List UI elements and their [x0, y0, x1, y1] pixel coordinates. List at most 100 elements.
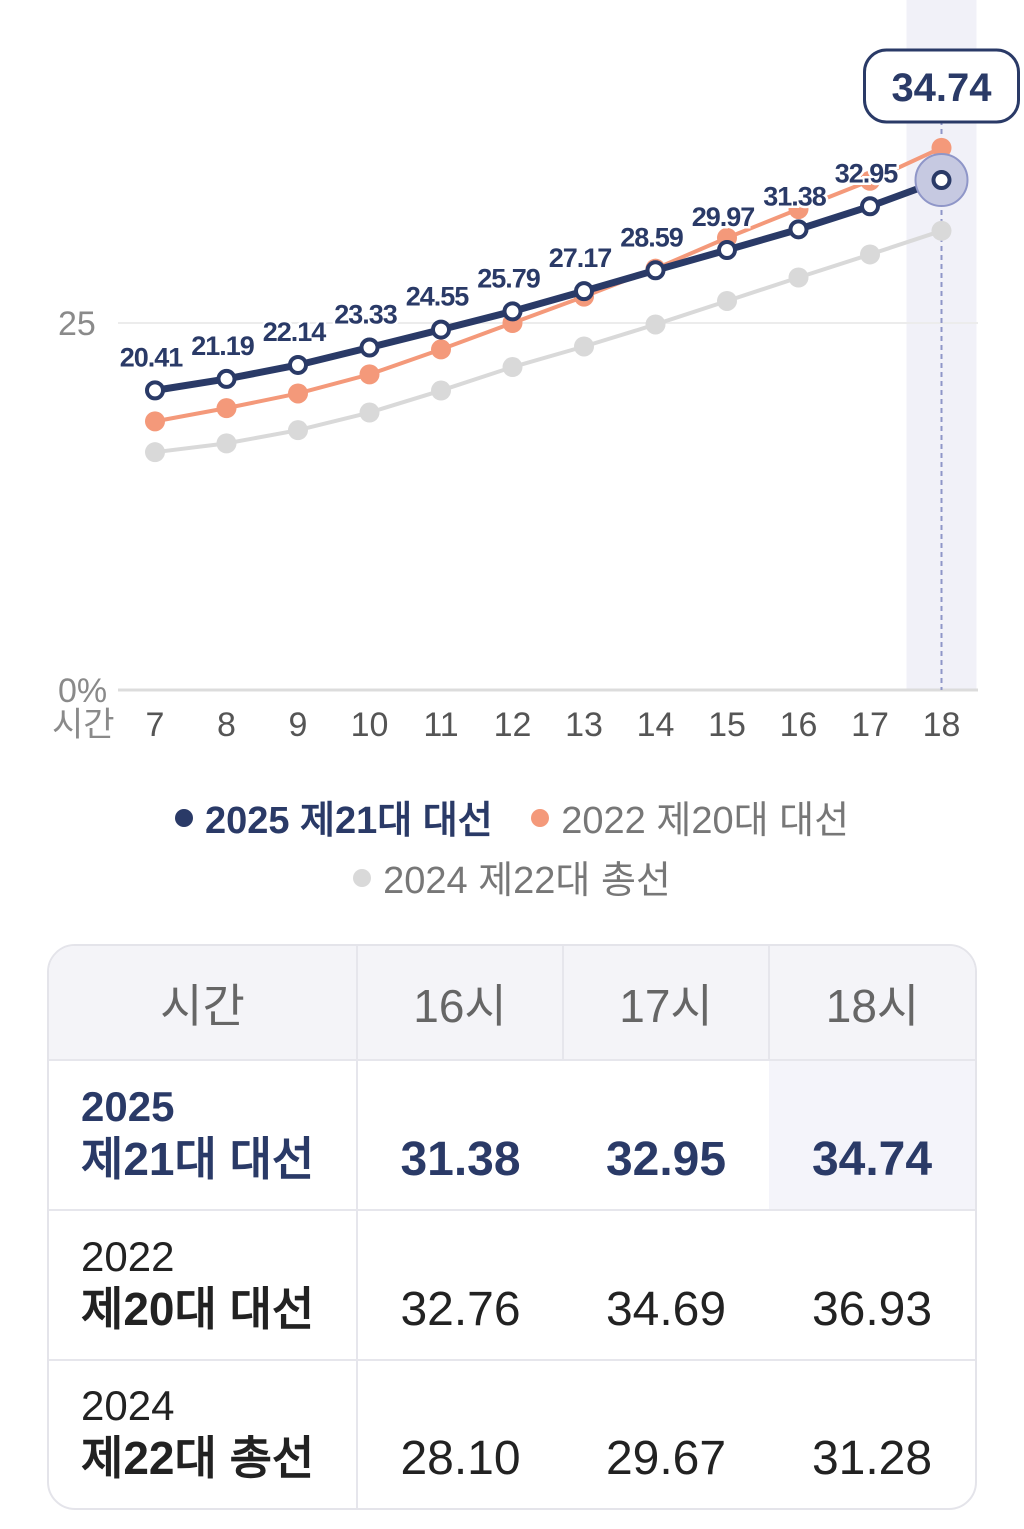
data-label: 27.17 — [549, 243, 612, 273]
row-year: 2022 — [81, 1232, 175, 1280]
data-point — [717, 290, 737, 311]
data-label: 25.79 — [477, 263, 541, 293]
data-point — [788, 199, 809, 220]
legend-dot-2025 — [174, 808, 193, 827]
data-point — [145, 442, 165, 463]
table-header-row: 시간 16시 17시 18시 — [49, 946, 975, 1061]
cell-value: 32.95 — [563, 1060, 769, 1211]
x-tick-label: 7 — [146, 706, 165, 744]
data-point — [574, 336, 594, 357]
data-point — [645, 260, 666, 281]
data-label: 29.97 — [692, 202, 755, 232]
data-label: 22.14 — [263, 317, 327, 347]
data-point — [216, 368, 237, 389]
x-axis-title: 시간 — [52, 706, 115, 744]
data-point — [288, 420, 308, 441]
legend-label-2022: 2022 제20대 대선 — [561, 799, 850, 842]
data-point — [288, 383, 308, 404]
cell-value-highlight: 34.74 — [769, 1060, 975, 1211]
x-tick-label: 12 — [494, 706, 532, 744]
data-point — [502, 301, 523, 322]
x-tick-label: 11 — [423, 706, 458, 744]
data-point — [788, 267, 809, 288]
data-point — [216, 398, 237, 419]
data-point — [359, 364, 380, 385]
cell-value: 32.76 — [357, 1209, 563, 1361]
cell-value: 28.10 — [400, 1432, 521, 1485]
legend-label-2024: 2024 제22대 총선 — [383, 859, 671, 902]
row-year: 2024 — [81, 1382, 175, 1430]
table-row: 2025 제21대 대선 31.38 32.95 34.74 — [49, 1060, 975, 1211]
cell-value: 29.67 — [605, 1432, 727, 1485]
data-point — [359, 402, 380, 423]
data-label: 23.33 — [334, 300, 398, 330]
data-point — [359, 337, 380, 358]
data-point — [860, 196, 880, 217]
x-tick-label: 14 — [637, 706, 675, 744]
data-point — [860, 170, 880, 191]
row-year: 2025 — [81, 1082, 175, 1130]
data-point — [216, 433, 237, 454]
data-point — [788, 219, 809, 240]
data-point — [145, 380, 165, 401]
x-tick-label: 9 — [289, 706, 308, 744]
x-tick-label: 15 — [708, 706, 746, 744]
x-tick-label: 10 — [351, 706, 389, 744]
row-label: 2022 제20대 대선 — [49, 1209, 358, 1361]
cell-value: 34.69 — [563, 1209, 769, 1361]
x-tick-label: 18 — [923, 706, 961, 744]
data-point — [574, 281, 594, 302]
table-header-18: 18시 — [769, 946, 975, 1061]
cell-value: 31.38 — [357, 1060, 563, 1211]
data-point — [145, 411, 165, 432]
turnout-table: 시간 16시 17시 18시 2025 제21대 대선 31.38 32.95 … — [47, 944, 977, 1510]
data-label: 20.41 — [120, 342, 184, 372]
legend-label-2025: 2025 제21대 대선 — [204, 799, 493, 842]
data-point — [645, 314, 666, 335]
data-label: 24.55 — [406, 282, 470, 312]
data-point — [931, 170, 952, 191]
x-tick-label: 8 — [217, 706, 236, 744]
legend-item-2025[interactable]: 2025 제21대 대선 — [174, 790, 493, 850]
row-name: 제22대 총선 — [81, 1432, 315, 1485]
turnout-line-chart: 0% 25 시간 7 8 9 10 11 12 13 14 15 16 17 18 20.41 21.19 22.… — [52, 0, 1020, 744]
data-point — [431, 380, 451, 401]
data-point — [431, 339, 451, 360]
row-name: 제20대 대선 — [81, 1282, 315, 1335]
highlight-callout-value: 34.74 — [891, 66, 992, 110]
legend-item-2022[interactable]: 2022 제20대 대선 — [531, 790, 849, 850]
data-point — [931, 220, 952, 241]
data-point — [931, 137, 952, 158]
row-label: 2024 제22대 총선 — [49, 1359, 358, 1508]
chart-legend: 2025 제21대 대선 2022 제20대 대선 2024 제22대 총선 — [0, 790, 1024, 910]
cell-value: 36.93 — [769, 1209, 975, 1361]
x-tick-label: 16 — [780, 706, 818, 744]
table-header-17: 17시 — [563, 946, 770, 1061]
data-label: 31.38 — [763, 181, 827, 211]
row-label: 2025 제21대 대선 — [49, 1060, 358, 1211]
highlight-callout-box — [863, 48, 1020, 124]
data-point — [431, 319, 451, 340]
y-tick-label: 0% — [58, 672, 107, 710]
data-point — [288, 354, 308, 375]
series-line-1 — [153, 145, 944, 424]
table-row: 2022 제20대 대선 32.76 34.69 36.93 — [49, 1209, 975, 1361]
legend-dot-2022 — [531, 808, 550, 827]
table-header-time: 시간 — [49, 946, 357, 1061]
table-row: 2024 제22대 총선 28.10 29.67 31.28 — [49, 1359, 975, 1508]
table-header-16: 16시 — [356, 946, 564, 1061]
x-tick-label: 13 — [565, 706, 603, 744]
row-name: 제21대 대선 — [81, 1132, 315, 1185]
data-label: 21.19 — [191, 331, 255, 361]
data-label: 28.59 — [620, 222, 684, 252]
data-point — [502, 357, 523, 378]
data-point — [860, 244, 880, 265]
y-tick-label: 25 — [58, 305, 96, 343]
data-point — [717, 240, 737, 261]
series-line-2 — [153, 228, 944, 455]
data-label: 32.95 — [835, 158, 899, 188]
legend-item-2024[interactable]: 2024 제22대 총선 — [353, 850, 671, 910]
legend-dot-2024 — [353, 868, 372, 887]
cell-value: 31.28 — [811, 1432, 933, 1485]
x-tick-label: 17 — [851, 706, 889, 744]
